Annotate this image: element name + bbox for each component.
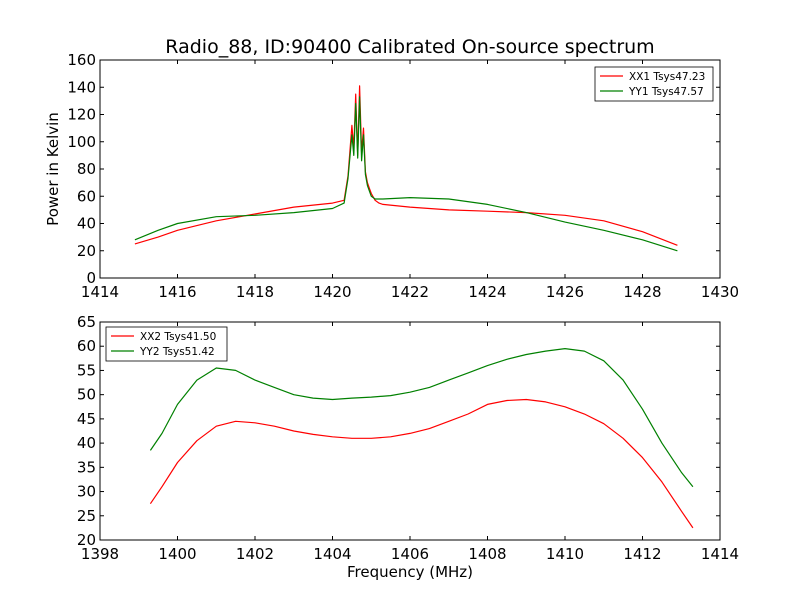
x-tick-label: 1422: [391, 283, 429, 301]
x-tick-label: 1402: [236, 545, 274, 563]
x-tick-label: 1398: [81, 545, 119, 563]
bottom-spectrum-panel: 1398 1400 1402 1404 1406 1408 1410 1412 1414 20 25…: [77, 313, 739, 581]
x-tick-label: 1414: [81, 283, 119, 301]
chart-title: Radio_88, ID:90400 Calibrated On-source …: [165, 36, 654, 58]
legend-label: XX2 Tsys41.50: [140, 331, 216, 343]
x-tick-label: 1414: [701, 545, 739, 563]
y-tick-label: 55: [77, 361, 96, 379]
y-tick-label: 60: [77, 337, 96, 355]
legend: XX2 Tsys41.50 YY2 Tsys51.42: [105, 326, 228, 362]
legend-box: [105, 326, 228, 362]
y-tick-label: 25: [77, 507, 96, 525]
legend-box: [594, 66, 714, 102]
legend-label: YY2 Tsys51.42: [139, 346, 215, 358]
y-tick-label: 140: [67, 78, 96, 96]
x-tick-label: 1420: [313, 283, 351, 301]
y-tick-label: 20: [77, 531, 96, 549]
y-tick-label: 0: [86, 269, 96, 287]
legend: XX1 Tsys47.23 YY1 Tsys47.57: [594, 66, 714, 102]
x-tick-label: 1418: [236, 283, 274, 301]
x-tick-label: 1424: [468, 283, 506, 301]
series-line-1-1: [134, 85, 678, 246]
legend-label: XX1 Tsys47.23: [629, 71, 705, 83]
x-tick-label: 1404: [313, 545, 351, 563]
y-tick-label: 65: [77, 313, 96, 331]
y-tick-label: 60: [77, 187, 96, 205]
x-tick-label: 1416: [158, 283, 196, 301]
y-tick-label: 160: [67, 51, 96, 69]
y-tick-label: 40: [77, 434, 96, 452]
series-line-2-2: [149, 348, 694, 488]
y-tick-label: 100: [67, 133, 96, 151]
x-tick-label: 1412: [623, 545, 661, 563]
y-tick-label: 30: [77, 483, 96, 501]
y-tick-label: 50: [77, 386, 96, 404]
y-tick-label: 20: [77, 242, 96, 260]
x-tick-label: 1400: [158, 545, 196, 563]
y-tick-label: 80: [77, 160, 96, 178]
top-spectrum-panel: 1414 1416 1418 1420 1422 1424 1426 1428 1430 0 20 4…: [44, 51, 739, 301]
series-line-2-1: [149, 398, 694, 529]
x-axis-label: Frequency (MHz): [347, 563, 473, 581]
legend-label: YY1 Tsys47.57: [628, 86, 704, 98]
y-tick-label: 120: [67, 106, 96, 124]
y-tick-label: 45: [77, 410, 96, 428]
y-tick-label: 40: [77, 215, 96, 233]
y-axis-label: Power in Kelvin: [44, 112, 62, 226]
x-tick-label: 1426: [546, 283, 584, 301]
y-tick-label: 35: [77, 458, 96, 476]
x-tick-label: 1410: [546, 545, 584, 563]
x-tick-label: 1430: [701, 283, 739, 301]
x-tick-label: 1428: [623, 283, 661, 301]
series-line-1-2: [134, 96, 678, 252]
x-tick-label: 1406: [391, 545, 429, 563]
x-tick-label: 1408: [468, 545, 506, 563]
